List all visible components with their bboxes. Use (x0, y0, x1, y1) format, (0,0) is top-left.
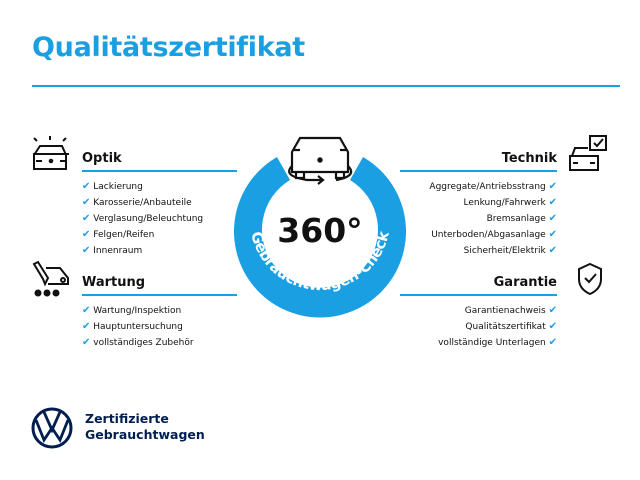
check-icon: ✔ (548, 213, 557, 224)
garantie-divider (400, 294, 557, 296)
car-checkbox-icon (569, 135, 607, 171)
check-icon: ✔ (82, 321, 91, 332)
checklist-item-label: Hauptuntersuchung (93, 322, 183, 332)
checklist-item: Lenkung/Fahrwerk ✔ (429, 195, 557, 211)
checklist-item: ✔ Felgen/Reifen (82, 227, 203, 243)
check-icon: ✔ (82, 305, 91, 316)
checklist-item: ✔ Lackierung (82, 179, 203, 195)
checklist-item: ✔ Hauptuntersuchung (82, 319, 194, 335)
optik-list: ✔ Lackierung ✔ Karosserie/Anbauteile ✔ Ver… (82, 179, 203, 259)
checklist-item: vollständige Unterlagen ✔ (438, 335, 557, 351)
wartung-divider (82, 294, 237, 296)
checklist-item-label: Innenraum (93, 246, 143, 256)
checklist-item-label: Lackierung (93, 182, 143, 192)
car-rotate-icon (288, 136, 353, 185)
brand-text: Zertifizierte Gebrauchtwagen (85, 411, 205, 443)
checklist-item-label: Garantienachweis (464, 306, 546, 316)
check-icon: ✔ (548, 321, 557, 332)
checklist-item-label: Unterboden/Abgasanlage (431, 230, 546, 240)
check-icon: ✔ (82, 337, 91, 348)
check-icon: ✔ (548, 337, 557, 348)
check-icon: ✔ (548, 245, 557, 256)
check-icon: ✔ (548, 181, 557, 192)
checklist-item: ✔ Wartung/Inspektion (82, 303, 194, 319)
check-icon: ✔ (82, 213, 91, 224)
360-check-badge: Gebrauchtwagen-Check 360° (234, 136, 406, 318)
check-icon: ✔ (82, 245, 91, 256)
checklist-item-label: Lenkung/Fahrwerk (463, 198, 546, 208)
service-van-icon (32, 260, 69, 297)
checklist-item-label: Wartung/Inspektion (93, 306, 182, 316)
checklist-item-label: Qualitätszertifikat (465, 322, 546, 332)
checklist-item: Sicherheit/Elektrik ✔ (429, 243, 557, 259)
checklist-item-label: Verglasung/Beleuchtung (93, 214, 204, 224)
technik-list: Aggregate/Antriebsstrang ✔ Lenkung/Fahrwe… (429, 179, 557, 259)
checklist-item-label: Karosserie/Anbauteile (93, 198, 192, 208)
checklist-item-label: Sicherheit/Elektrik (463, 246, 546, 256)
brand-line-2: Gebrauchtwagen (85, 427, 205, 442)
checklist-item: Bremsanlage ✔ (429, 211, 557, 227)
brand-line-1: Zertifizierte (85, 411, 169, 426)
title-divider (32, 85, 620, 87)
checklist-item-label: Bremsanlage (486, 214, 546, 224)
check-icon: ✔ (82, 229, 91, 240)
section-heading-optik: Optik (82, 151, 122, 166)
shield-check-icon (578, 262, 602, 296)
section-heading-wartung: Wartung (82, 275, 146, 290)
technik-divider (400, 170, 557, 172)
checklist-item-label: vollständiges Zubehör (93, 338, 194, 348)
checklist-item: Qualitätszertifikat ✔ (438, 319, 557, 335)
check-icon: ✔ (548, 305, 557, 316)
checklist-item: Garantienachweis ✔ (438, 303, 557, 319)
checklist-item: Unterboden/Abgasanlage ✔ (429, 227, 557, 243)
ring (234, 157, 406, 318)
check-icon: ✔ (82, 197, 91, 208)
car-lights-icon (33, 136, 69, 170)
checklist-item-label: vollständige Unterlagen (438, 338, 546, 348)
wartung-list: ✔ Wartung/Inspektion ✔ Hauptuntersuchung ✔… (82, 303, 194, 351)
checklist-item: ✔ Innenraum (82, 243, 203, 259)
checklist-item-label: Felgen/Reifen (93, 230, 155, 240)
page-title: Qualitätszertifikat (32, 32, 305, 63)
section-heading-garantie: Garantie (493, 275, 557, 290)
check-icon: ✔ (548, 229, 557, 240)
checklist-item: Aggregate/Antriebsstrang ✔ (429, 179, 557, 195)
section-heading-technik: Technik (501, 151, 557, 166)
checklist-item-label: Aggregate/Antriebsstrang (429, 182, 546, 192)
checklist-item: ✔ Verglasung/Beleuchtung (82, 211, 203, 227)
vw-logo (31, 407, 73, 449)
garantie-list: Garantienachweis ✔ Qualitätszertifikat ✔ v… (438, 303, 557, 351)
checklist-item: ✔ Karosserie/Anbauteile (82, 195, 203, 211)
checklist-item: ✔ vollständiges Zubehör (82, 335, 194, 351)
degrees-label: 360° (277, 211, 362, 250)
optik-divider (82, 170, 237, 172)
check-icon: ✔ (548, 197, 557, 208)
check-icon: ✔ (82, 181, 91, 192)
